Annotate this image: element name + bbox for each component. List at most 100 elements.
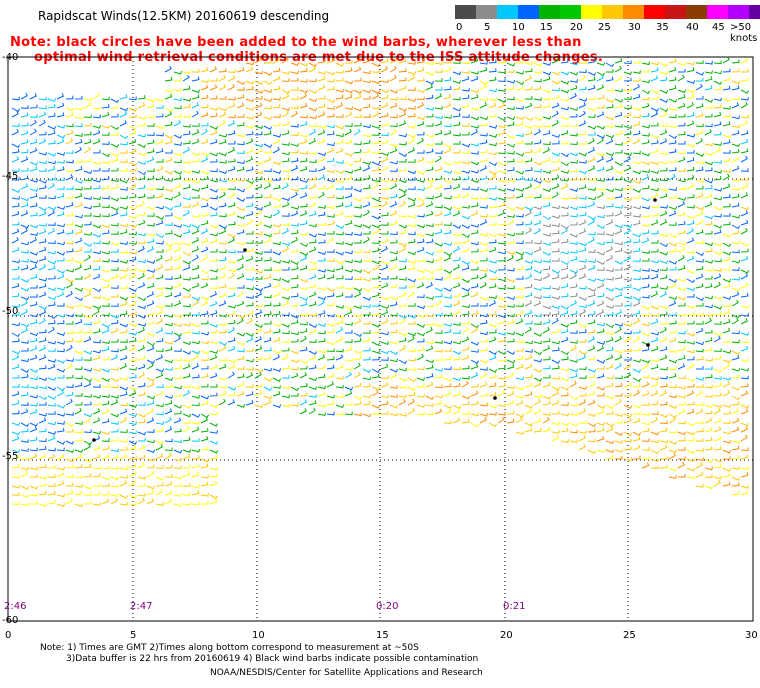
wind-barb (416, 178, 426, 183)
wind-barb (731, 426, 740, 433)
wind-barb (245, 302, 254, 307)
wind-barb (335, 195, 344, 200)
wind-barb (146, 457, 155, 462)
wind-barb (641, 250, 650, 254)
wind-barb (569, 344, 577, 352)
wind-barb (443, 356, 452, 361)
wind-barb (668, 107, 678, 112)
wind-barb (524, 68, 533, 73)
wind-barb (524, 157, 533, 163)
wind-barb (236, 317, 244, 325)
wind-barb (389, 394, 398, 398)
wind-barb (542, 412, 551, 416)
wind-barb (740, 358, 749, 363)
wind-barb (65, 464, 74, 469)
wind-barb (560, 196, 569, 200)
wind-barb (155, 254, 163, 262)
wind-barb (236, 141, 245, 146)
wind-barb (227, 359, 237, 364)
wind-barb (209, 449, 219, 454)
wind-barb (452, 149, 461, 154)
wind-barb (731, 59, 740, 64)
wind-barb (569, 373, 578, 379)
wind-barb (164, 367, 173, 371)
wind-barb (65, 174, 74, 181)
wind-barb (317, 338, 326, 343)
wind-barb (110, 319, 119, 325)
wind-barb (137, 240, 146, 244)
wind-barb (677, 221, 686, 226)
wind-barb (641, 447, 650, 451)
wind-barb (533, 179, 543, 184)
wind-barb (416, 120, 425, 127)
wind-barb (38, 337, 47, 343)
wind-barb (497, 179, 507, 183)
wind-barb (578, 86, 587, 91)
wind-barb (272, 223, 282, 228)
wind-barb (335, 170, 345, 174)
wind-barb (659, 242, 669, 248)
wind-barb (236, 215, 246, 220)
wind-barb (182, 130, 191, 136)
wind-barb (425, 232, 434, 237)
wind-barb (677, 229, 686, 235)
wind-barb (524, 391, 533, 397)
wind-barb (191, 94, 200, 100)
wind-barb (56, 471, 65, 478)
wind-barb (83, 273, 91, 280)
wind-barb (497, 241, 506, 245)
wind-barb (623, 348, 632, 352)
wind-barb (308, 151, 317, 155)
wind-barb (65, 257, 74, 262)
wind-barb (713, 435, 722, 442)
wind-barb (614, 241, 623, 246)
wind-barb (92, 129, 101, 136)
wind-barb (380, 222, 389, 226)
wind-barb (308, 239, 317, 244)
wind-barb (164, 188, 174, 193)
wind-barb (47, 314, 57, 320)
wind-barb (200, 320, 209, 325)
wind-barb (650, 439, 659, 444)
wind-barb (254, 89, 264, 94)
wind-barb (443, 328, 452, 334)
wind-barb (488, 88, 497, 93)
wind-barb (425, 113, 434, 118)
wind-barb (605, 363, 614, 370)
wind-barb (101, 483, 110, 487)
wind-barb (92, 354, 101, 361)
wind-barb (101, 104, 110, 109)
wind-barb (335, 114, 344, 118)
wind-barb (497, 98, 507, 103)
wind-barb (326, 183, 335, 190)
wind-barb (245, 194, 254, 199)
wind-barb (425, 340, 434, 345)
wind-barb (740, 242, 750, 247)
wind-barb (686, 255, 695, 262)
wind-barb (650, 192, 659, 199)
wind-barb (245, 182, 253, 190)
wind-barb (488, 142, 497, 147)
wind-barb (668, 266, 677, 271)
wind-barb (137, 259, 146, 263)
wind-barb (722, 139, 731, 145)
wind-barb (371, 303, 380, 307)
wind-barb (164, 464, 173, 469)
wind-barb (533, 240, 542, 245)
wind-barb (182, 69, 191, 74)
wind-barb (551, 305, 561, 310)
wind-barb (200, 128, 208, 136)
wind-barb (704, 458, 714, 463)
wind-barb (425, 326, 433, 334)
wind-barb (678, 474, 686, 478)
wind-barb (56, 193, 65, 199)
wind-barb (569, 176, 578, 181)
wind-barb (200, 237, 209, 244)
wind-barb (317, 70, 326, 75)
wind-barb (191, 340, 200, 345)
wind-barb (137, 363, 146, 370)
wind-barb (668, 248, 677, 253)
wind-barb (65, 497, 73, 505)
wind-barb (587, 319, 596, 325)
wind-barb (20, 227, 28, 235)
